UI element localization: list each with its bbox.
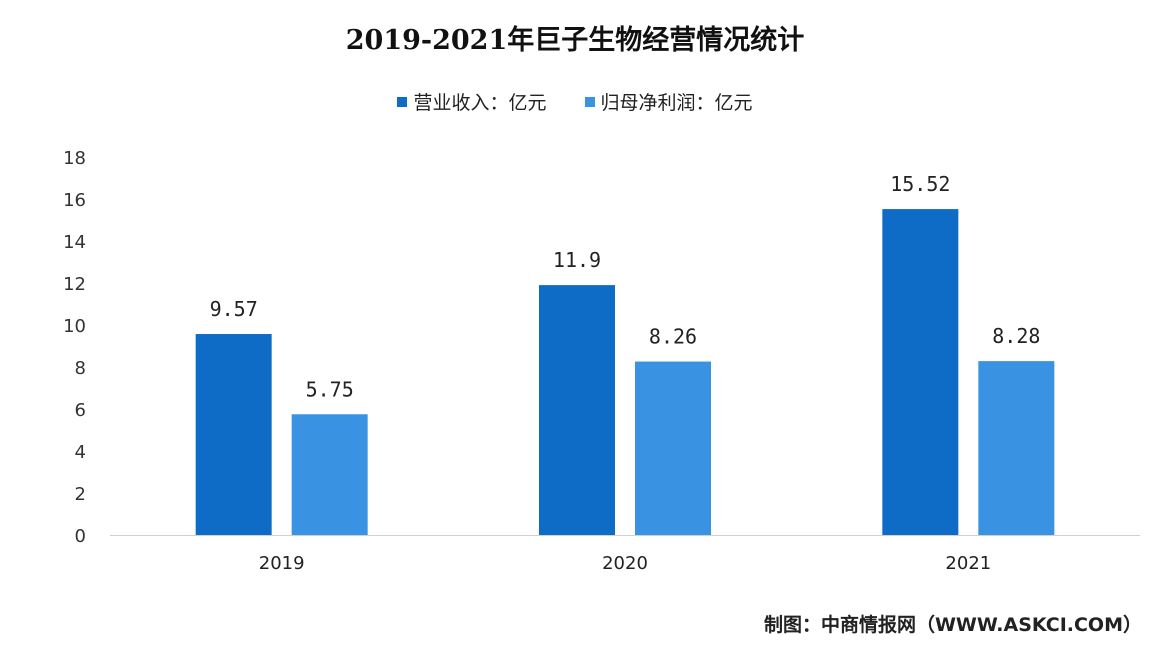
legend-label-net-profit: 归母净利润：亿元 xyxy=(600,92,753,114)
y-tick-label: 4 xyxy=(75,442,86,463)
x-tick-label: 2019 xyxy=(259,553,305,574)
bar-revenue-2020 xyxy=(539,285,615,535)
bar-revenue-2021 xyxy=(882,209,959,535)
data-label-net-profit-2020: 8.26 xyxy=(649,325,697,349)
y-tick-label: 2 xyxy=(75,484,86,505)
legend-swatch-revenue xyxy=(397,96,408,107)
bar-net-profit-2021 xyxy=(978,361,1055,535)
y-tick-label: 12 xyxy=(63,274,86,295)
y-tick-label: 18 xyxy=(63,148,86,169)
x-tick-label: 2021 xyxy=(945,553,991,574)
bar-net-profit-2020 xyxy=(635,361,711,535)
y-tick-label: 8 xyxy=(75,358,86,379)
data-label-revenue-2019: 9.57 xyxy=(210,297,258,321)
y-tick-label: 6 xyxy=(75,400,86,421)
bar-revenue-2019 xyxy=(195,334,272,535)
y-tick-label: 16 xyxy=(63,190,86,211)
legend: 营业收入：亿元 归母净利润：亿元 xyxy=(0,88,1150,115)
y-tick-label: 14 xyxy=(63,232,86,253)
chart-title: 2019-2021年巨子生物经营情况统计 xyxy=(345,25,805,56)
data-label-net-profit-2019: 5.75 xyxy=(306,377,354,401)
legend-label-revenue: 营业收入：亿元 xyxy=(413,92,547,114)
source-credit: 制图：中商情报网（WWW.ASKCI.COM） xyxy=(763,614,1142,636)
legend-item-net-profit: 归母净利润：亿元 xyxy=(584,88,753,115)
legend-swatch-net-profit xyxy=(584,96,595,107)
y-tick-label: 0 xyxy=(75,526,86,547)
data-label-net-profit-2021: 8.28 xyxy=(992,324,1040,348)
y-tick-label: 10 xyxy=(63,316,86,337)
bar-net-profit-2019 xyxy=(291,414,368,535)
data-label-revenue-2020: 11.9 xyxy=(553,248,601,272)
legend-item-revenue: 营业收入：亿元 xyxy=(397,88,547,115)
x-tick-label: 2020 xyxy=(602,553,648,574)
data-label-revenue-2021: 15.52 xyxy=(890,172,950,196)
